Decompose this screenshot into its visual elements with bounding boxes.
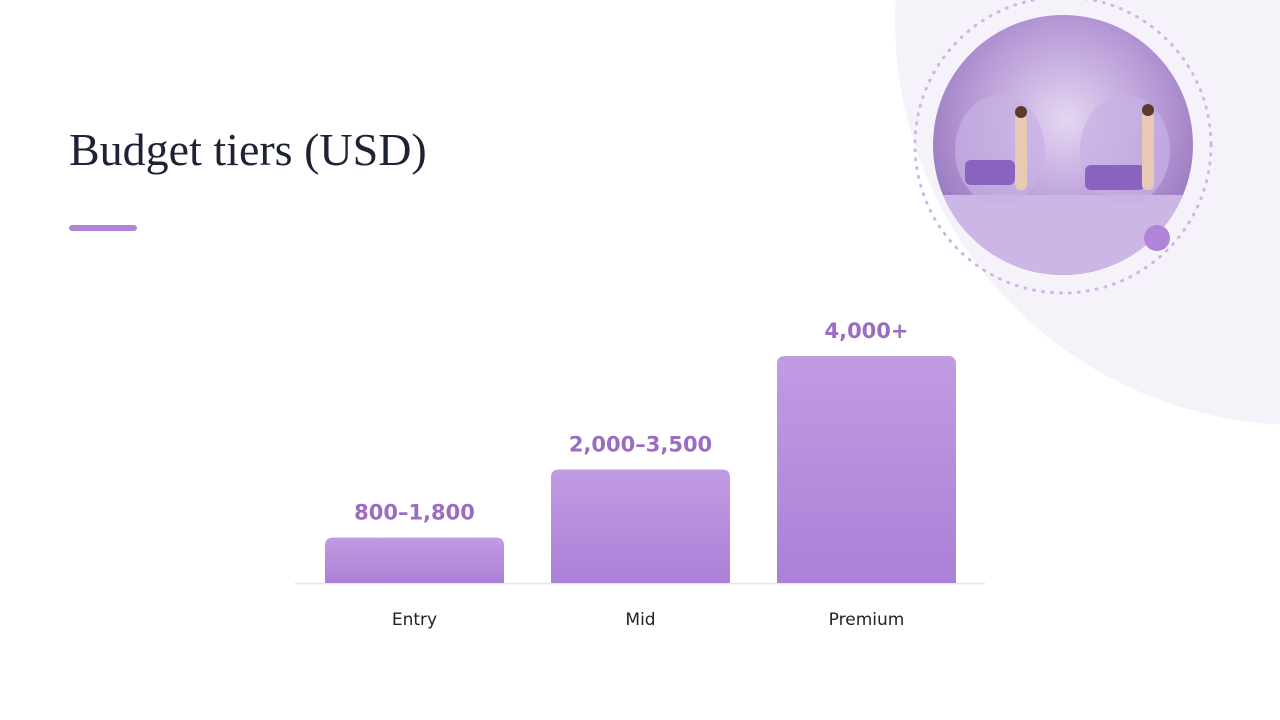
dotted-ring xyxy=(913,0,1213,295)
bar xyxy=(325,537,504,583)
title-underline xyxy=(69,225,137,231)
x-tick-label: Entry xyxy=(392,610,437,630)
value-label: 800–1,800 xyxy=(354,501,475,525)
x-tick-label: Mid xyxy=(625,610,655,630)
bar xyxy=(551,469,730,583)
bar xyxy=(777,356,956,583)
value-label: 4,000+ xyxy=(824,319,908,343)
x-tick-label: Premium xyxy=(829,610,905,630)
value-label: 2,000–3,500 xyxy=(569,433,712,457)
chart-title: Budget tiers (USD) xyxy=(69,124,427,175)
accent-dot xyxy=(1144,225,1170,251)
